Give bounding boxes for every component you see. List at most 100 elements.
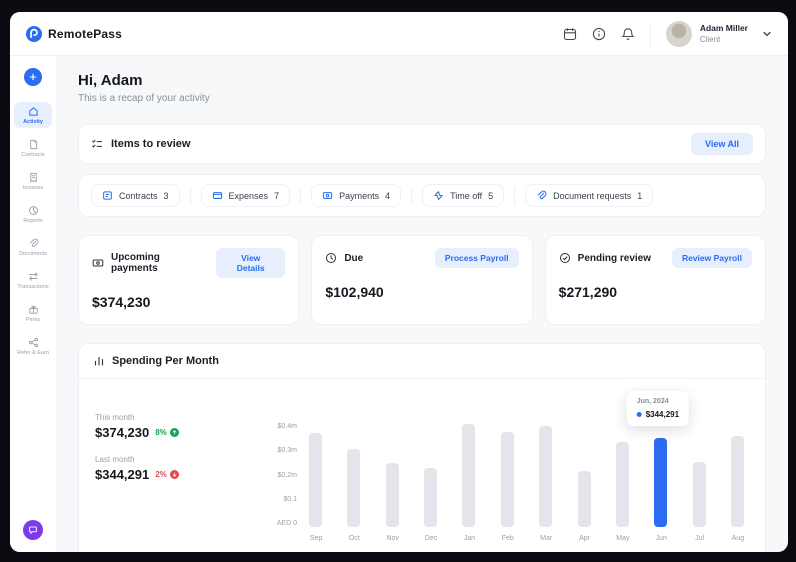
bar-column: Oct xyxy=(347,449,361,542)
sidebar-item-documents[interactable]: Documents xyxy=(14,234,52,260)
bar-nov[interactable] xyxy=(385,463,399,527)
paperclip-icon xyxy=(28,238,39,249)
stat-value: $271,290 xyxy=(558,284,618,300)
bar-column: Apr xyxy=(577,471,592,542)
change-percent: 8% xyxy=(155,428,167,437)
x-axis-label: Jul xyxy=(695,535,705,542)
chart-tooltip: Jun, 2024 $344,291 xyxy=(626,391,690,426)
review-payroll-button[interactable]: Review Payroll xyxy=(671,248,752,268)
add-button[interactable] xyxy=(24,68,42,86)
tooltip-value: $344,291 xyxy=(645,410,680,419)
sidebar-item-transactions[interactable]: Transactions xyxy=(14,267,52,293)
x-axis-label: Jun xyxy=(655,535,667,542)
stats-row: Upcoming payments View Details $374,230 … xyxy=(78,235,766,325)
bar-jul[interactable] xyxy=(692,462,706,527)
due-card: Due Process Payroll $102,940 xyxy=(311,235,533,325)
bar-column: Jun xyxy=(654,438,668,542)
chip-document-requests[interactable]: Document requests 1 xyxy=(525,184,654,207)
sidebar-item-contracts[interactable]: Contracts xyxy=(14,135,52,161)
sidebar-item-activity[interactable]: Activity xyxy=(14,102,52,128)
chart-y-axis: $0.4m $0.3m $0.2m $0.1 AED 0 xyxy=(263,423,297,527)
arrow-up-icon xyxy=(169,428,179,437)
bar-mar[interactable] xyxy=(539,426,553,527)
view-all-button[interactable]: View All xyxy=(690,133,753,155)
brand[interactable]: RemotePass xyxy=(26,25,122,42)
sidebar-item-invoices[interactable]: Invoices xyxy=(14,168,52,194)
stat-title: Pending review xyxy=(577,252,652,264)
expense-card-icon xyxy=(212,190,223,201)
reports-icon xyxy=(28,205,39,216)
bar-apr[interactable] xyxy=(577,471,591,527)
sidebar-item-refer-earn[interactable]: Refer & Earn xyxy=(14,333,52,359)
sidebar-item-label: Activity xyxy=(23,119,43,125)
support-chat-button[interactable] xyxy=(23,520,43,540)
bar-aug[interactable] xyxy=(730,436,744,527)
sidebar-item-label: Documents xyxy=(19,251,47,257)
last-month-change-badge: 2% xyxy=(155,470,179,479)
bar-feb[interactable] xyxy=(500,432,514,527)
chip-count: 5 xyxy=(488,190,494,201)
top-bar: RemotePass Adam Miller Client xyxy=(10,12,788,56)
items-to-review-title: Items to review xyxy=(111,138,191,150)
x-axis-label: Oct xyxy=(348,535,360,542)
x-axis-label: Mar xyxy=(540,535,553,542)
bar-dec[interactable] xyxy=(424,468,438,527)
view-details-button[interactable]: View Details xyxy=(216,248,286,278)
help-icon[interactable] xyxy=(592,27,606,41)
bar-column: Dec xyxy=(424,468,438,542)
spending-summary: This month $374,230 8% Last month $344,2… xyxy=(95,385,263,552)
notifications-bell-icon[interactable] xyxy=(621,27,635,41)
sidebar-item-label: Contracts xyxy=(21,152,45,158)
bar-jan[interactable] xyxy=(462,424,476,527)
this-month-label: This month xyxy=(95,413,135,422)
y-axis-label: $0.3m xyxy=(277,447,297,455)
topbar-divider xyxy=(649,21,651,46)
remotepass-logo-icon xyxy=(26,25,42,42)
page-title: Hi, Adam xyxy=(78,72,143,89)
bar-column: Sep xyxy=(309,433,323,542)
payments-icon xyxy=(322,190,333,201)
x-axis-label: Feb xyxy=(501,535,514,542)
sidebar-item-perks[interactable]: Perks xyxy=(14,300,52,326)
bar-chart-icon xyxy=(93,355,105,367)
bar-sep[interactable] xyxy=(309,433,322,527)
bar-jun[interactable] xyxy=(654,438,668,527)
upcoming-payments-card: Upcoming payments View Details $374,230 xyxy=(78,235,300,325)
sidebar-item-label: Invoices xyxy=(22,185,44,191)
page-subtitle: This is a recap of your activity xyxy=(78,93,210,104)
gift-icon xyxy=(28,304,39,315)
x-axis-label: Sep xyxy=(309,535,323,542)
chip-time-off[interactable]: Time off 5 xyxy=(422,184,505,207)
share-icon xyxy=(28,337,39,348)
home-icon xyxy=(28,106,39,117)
user-menu[interactable]: Adam Miller Client xyxy=(665,20,772,47)
process-payroll-button[interactable]: Process Payroll xyxy=(434,248,519,268)
greeting: Hi, Adam This is a recap of your activit… xyxy=(78,72,766,104)
x-axis-label: Nov xyxy=(386,535,399,542)
chip-divider xyxy=(411,186,413,205)
chip-label: Time off xyxy=(450,190,483,201)
bar-column: Jul xyxy=(692,462,707,542)
chip-contracts[interactable]: Contracts 3 xyxy=(91,184,180,207)
bar-may[interactable] xyxy=(615,442,629,527)
user-role: Client xyxy=(699,35,721,44)
contract-icon xyxy=(102,190,113,201)
main-content: Hi, Adam This is a recap of your activit… xyxy=(56,56,788,552)
transactions-icon xyxy=(28,271,39,282)
x-axis-label: May xyxy=(616,535,630,542)
y-axis-label: $0.2m xyxy=(277,471,297,479)
user-avatar xyxy=(665,20,692,47)
bar-column: May xyxy=(615,442,630,542)
sidebar-item-reports[interactable]: Reports xyxy=(14,201,52,227)
y-axis-label: $0.4m xyxy=(277,423,297,430)
calendar-icon[interactable] xyxy=(563,27,577,41)
time-off-icon xyxy=(433,190,444,201)
this-month-change-badge: 8% xyxy=(155,428,179,437)
chip-count: 1 xyxy=(637,190,643,201)
chip-expenses[interactable]: Expenses 7 xyxy=(200,184,291,207)
spending-per-month-card: Spending Per Month This month $374,230 8… xyxy=(78,343,766,552)
arrow-down-icon xyxy=(169,470,179,479)
review-chips-card: Contracts 3 Expenses 7 Payments 4 xyxy=(78,174,766,217)
bar-oct[interactable] xyxy=(347,449,361,527)
chip-payments[interactable]: Payments 4 xyxy=(311,184,402,207)
